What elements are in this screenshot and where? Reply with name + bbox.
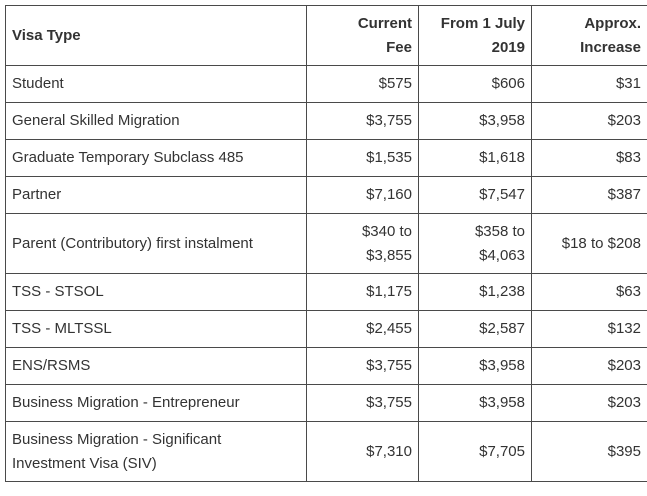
visa-type-cell: TSS - MLTSSL — [5, 310, 307, 348]
current-fee-cell: $3,755 — [306, 102, 419, 140]
new-fee-cell: $1,238 — [418, 273, 532, 311]
increase-cell: $18 to $208 — [531, 213, 647, 274]
current-fee-cell: $575 — [306, 65, 419, 103]
visa-type-cell: Business Migration - Entrepreneur — [5, 384, 307, 422]
visa-fee-table: Visa Type Current Fee From 1 July 2019 A… — [5, 5, 647, 482]
header-current-fee: Current Fee — [306, 5, 419, 66]
visa-type-cell: ENS/RSMS — [5, 347, 307, 385]
current-fee-cell: $3,755 — [306, 347, 419, 385]
header-from-1-july: From 1 July 2019 — [418, 5, 532, 66]
new-fee-cell: $358 to $4,063 — [418, 213, 532, 274]
new-fee-cell: $3,958 — [418, 384, 532, 422]
table-row: Partner $7,160 $7,547 $387 — [5, 176, 647, 214]
visa-type-cell: Partner — [5, 176, 307, 214]
current-fee-cell: $3,755 — [306, 384, 419, 422]
visa-type-cell: Student — [5, 65, 307, 103]
increase-cell: $132 — [531, 310, 647, 348]
visa-type-cell: TSS - STSOL — [5, 273, 307, 311]
new-fee-cell: $606 — [418, 65, 532, 103]
visa-type-cell: General Skilled Migration — [5, 102, 307, 140]
table-body: Student $575 $606 $31 General Skilled Migrat… — [5, 65, 647, 482]
new-fee-cell: $7,547 — [418, 176, 532, 214]
table-row: Business Migration - Significant Investme… — [5, 421, 647, 482]
table-row: Student $575 $606 $31 — [5, 65, 647, 103]
current-fee-cell: $7,310 — [306, 421, 419, 482]
increase-cell: $387 — [531, 176, 647, 214]
current-fee-cell: $340 to $3,855 — [306, 213, 419, 274]
current-fee-cell: $2,455 — [306, 310, 419, 348]
table-row: Graduate Temporary Subclass 485 $1,535 $1,… — [5, 139, 647, 177]
header-approx-increase: Approx. Increase — [531, 5, 647, 66]
header-visa-type: Visa Type — [5, 5, 307, 66]
table-row: Parent (Contributory) first instalment $3… — [5, 213, 647, 274]
table-row: TSS - STSOL $1,175 $1,238 $63 — [5, 273, 647, 311]
increase-cell: $203 — [531, 347, 647, 385]
new-fee-cell: $1,618 — [418, 139, 532, 177]
increase-cell: $203 — [531, 384, 647, 422]
increase-cell: $395 — [531, 421, 647, 482]
increase-cell: $203 — [531, 102, 647, 140]
new-fee-cell: $2,587 — [418, 310, 532, 348]
new-fee-cell: $3,958 — [418, 102, 532, 140]
visa-type-cell: Parent (Contributory) first instalment — [5, 213, 307, 274]
visa-type-cell: Graduate Temporary Subclass 485 — [5, 139, 307, 177]
new-fee-cell: $3,958 — [418, 347, 532, 385]
current-fee-cell: $1,175 — [306, 273, 419, 311]
table-row: General Skilled Migration $3,755 $3,958 $20… — [5, 102, 647, 140]
visa-type-cell: Business Migration - Significant Investme… — [5, 421, 307, 482]
new-fee-cell: $7,705 — [418, 421, 532, 482]
table-row: Business Migration - Entrepreneur $3,755 $… — [5, 384, 647, 422]
increase-cell: $63 — [531, 273, 647, 311]
table-row: ENS/RSMS $3,755 $3,958 $203 — [5, 347, 647, 385]
current-fee-cell: $1,535 — [306, 139, 419, 177]
table-header-row: Visa Type Current Fee From 1 July 2019 A… — [5, 5, 647, 66]
increase-cell: $31 — [531, 65, 647, 103]
table-row: TSS - MLTSSL $2,455 $2,587 $132 — [5, 310, 647, 348]
increase-cell: $83 — [531, 139, 647, 177]
current-fee-cell: $7,160 — [306, 176, 419, 214]
